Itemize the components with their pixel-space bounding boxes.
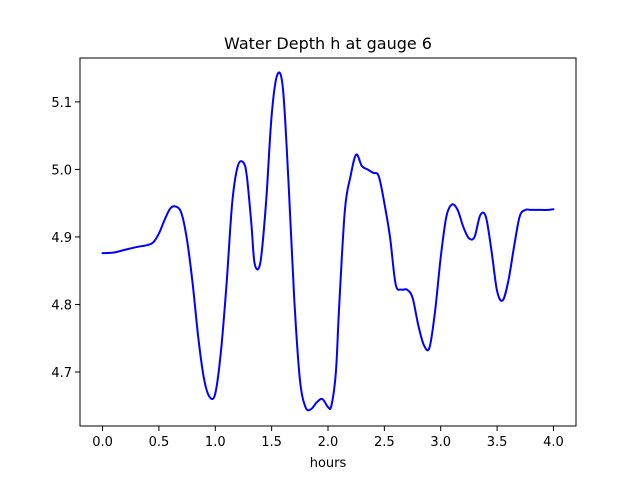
x-tick-label: 1.5 <box>261 435 282 450</box>
x-tick-label: 0.0 <box>92 435 113 450</box>
x-axis-label: hours <box>310 456 347 471</box>
x-tick-label: 4.0 <box>543 435 564 450</box>
series-line-water-depth <box>101 71 555 412</box>
y-tick-label: 4.8 <box>51 298 72 313</box>
x-tick-label: 3.5 <box>487 435 508 450</box>
y-axis: 4.7 4.8 4.9 5.0 5.1 <box>51 96 80 381</box>
chart-title: Water Depth h at gauge 6 <box>224 34 432 53</box>
y-tick-label: 5.0 <box>51 163 72 178</box>
x-tick-label: 1.0 <box>205 435 226 450</box>
x-tick-label: 2.0 <box>318 435 339 450</box>
x-axis: 0.0 0.5 1.0 1.5 2.0 2.5 3.0 3.5 4.0 <box>92 426 564 450</box>
y-tick-label: 4.9 <box>51 231 72 246</box>
x-tick-label: 2.5 <box>374 435 395 450</box>
x-tick-label: 3.0 <box>430 435 451 450</box>
x-tick-label: 0.5 <box>149 435 170 450</box>
y-tick-label: 4.7 <box>51 366 72 381</box>
y-tick-label: 5.1 <box>51 96 72 111</box>
